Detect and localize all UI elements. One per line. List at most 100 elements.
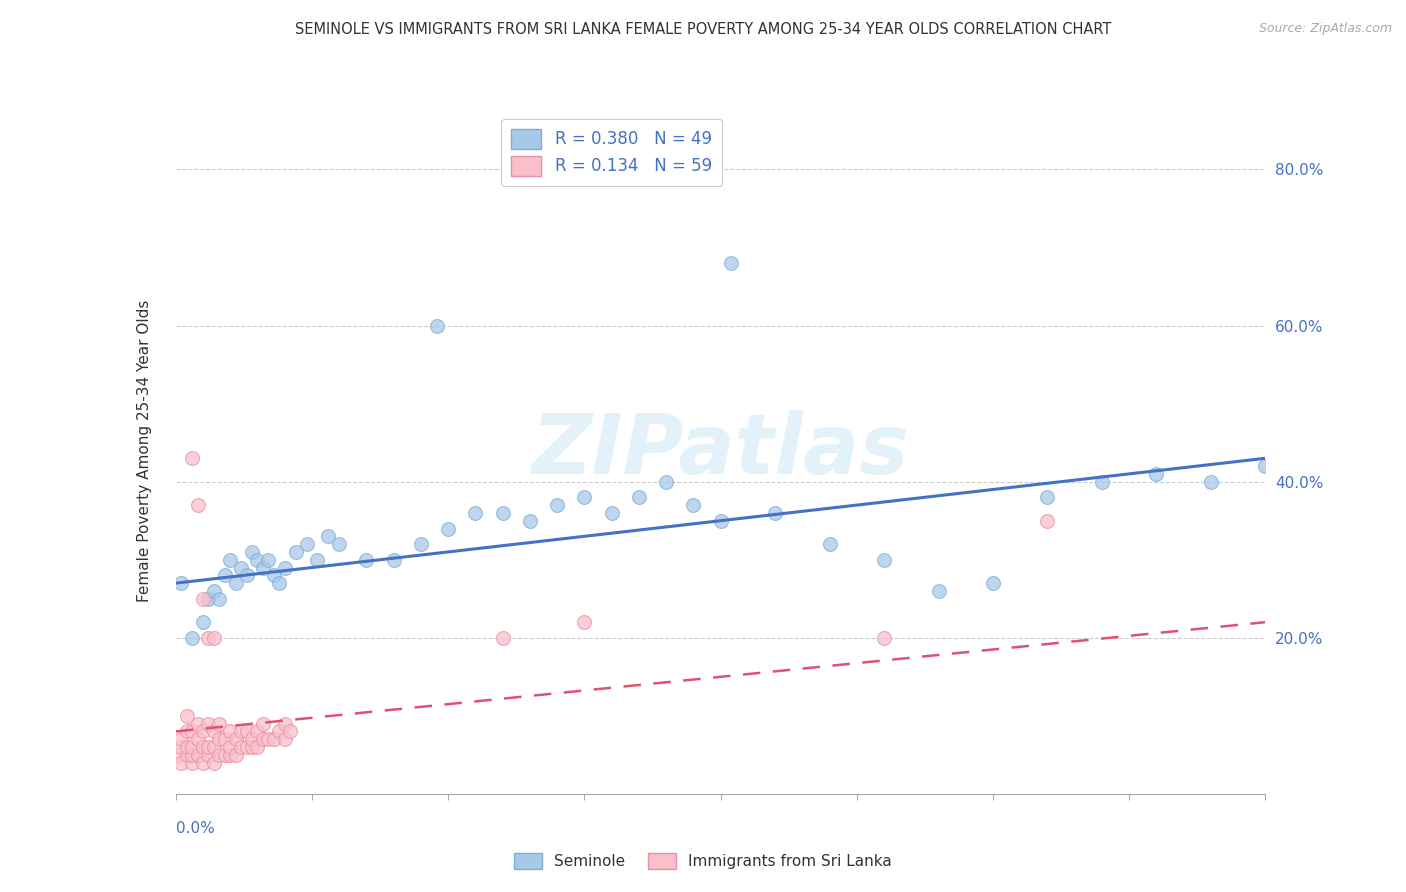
Point [382,552,405,567]
Point [269,724,291,739]
Point [197,716,219,731]
Point [197,747,219,762]
Point [437,521,460,535]
Legend: Seminole, Immigrants from Sri Lanka: Seminole, Immigrants from Sri Lanka [509,847,897,875]
Point [574,490,596,504]
Point [167,747,190,762]
Point [202,583,225,598]
Point [246,552,269,567]
Point [235,740,257,755]
Point [818,537,841,551]
Point [235,568,257,582]
Point [710,514,733,528]
Point [225,732,247,747]
Point [328,537,350,551]
Point [269,576,291,591]
Point [600,506,623,520]
Point [240,545,263,559]
Point [181,747,204,762]
Text: Source: ZipAtlas.com: Source: ZipAtlas.com [1258,22,1392,36]
Point [202,631,225,645]
Text: 0.0%: 0.0% [176,822,215,837]
Point [492,506,515,520]
Point [252,716,274,731]
Point [191,615,214,630]
Point [186,732,209,747]
Point [257,552,280,567]
Point [655,475,678,489]
Point [235,724,257,739]
Point [318,529,340,543]
Point [181,451,204,466]
Point [240,740,263,755]
Point [274,716,297,731]
Point [181,756,204,770]
Point [176,740,198,755]
Point [208,732,231,747]
Y-axis label: Female Poverty Among 25-34 Year Olds: Female Poverty Among 25-34 Year Olds [138,300,152,601]
Text: ZIPatlas: ZIPatlas [531,410,910,491]
Point [219,747,242,762]
Point [202,740,225,755]
Point [356,552,378,567]
Point [181,631,204,645]
Point [197,591,219,606]
Point [240,732,263,747]
Point [208,747,231,762]
Point [170,756,193,770]
Point [263,732,285,747]
Point [627,490,650,504]
Point [191,740,214,755]
Point [873,552,896,567]
Point [763,506,786,520]
Point [231,740,253,755]
Point [186,747,209,762]
Point [574,615,596,630]
Point [252,732,274,747]
Point [246,740,269,755]
Point [307,552,329,567]
Point [191,724,214,739]
Point [1254,458,1277,473]
Point [1036,514,1059,528]
Point [219,724,242,739]
Point [197,631,219,645]
Point [219,740,242,755]
Point [426,318,449,333]
Point [274,560,297,574]
Point [186,498,209,512]
Point [214,732,236,747]
Point [252,560,274,574]
Point [170,732,193,747]
Point [202,724,225,739]
Point [191,591,214,606]
Point [170,740,193,755]
Point [176,708,198,723]
Point [1091,475,1114,489]
Point [928,583,950,598]
Point [1144,467,1167,481]
Point [170,576,193,591]
Point [219,552,242,567]
Point [231,560,253,574]
Point [1036,490,1059,504]
Point [246,724,269,739]
Text: SEMINOLE VS IMMIGRANTS FROM SRI LANKA FEMALE POVERTY AMONG 25-34 YEAR OLDS CORRE: SEMINOLE VS IMMIGRANTS FROM SRI LANKA FE… [295,22,1111,37]
Point [492,631,515,645]
Point [225,747,247,762]
Point [519,514,541,528]
Point [181,724,204,739]
Point [1199,475,1222,489]
Point [186,716,209,731]
Point [274,732,297,747]
Point [208,591,231,606]
Point [181,740,204,755]
Point [214,568,236,582]
Point [214,747,236,762]
Point [409,537,432,551]
Point [231,724,253,739]
Point [225,576,247,591]
Point [176,724,198,739]
Point [208,716,231,731]
Point [202,756,225,770]
